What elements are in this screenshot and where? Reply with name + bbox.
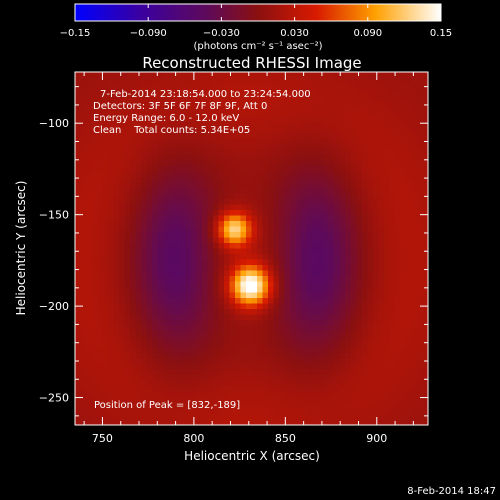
colorbar-tick-label: 0.090 [353, 28, 382, 39]
colorbar-units: (photons cm⁻² s⁻¹ asec⁻²) [193, 41, 322, 52]
annotation-energy-range: Energy Range: 6.0 - 12.0 keV [93, 113, 239, 124]
x-tick-label: 750 [92, 432, 113, 445]
x-tick-label: 800 [183, 432, 204, 445]
colorbar-tick-label: −0.030 [203, 28, 240, 39]
axis-ticks: 750 800 850 900 −100 −150 −200 −250 [39, 72, 428, 445]
y-tick-label: −250 [39, 392, 69, 405]
colorbar: −0.15 −0.090 −0.030 0.030 0.090 0.15 (photons… [60, 3, 452, 52]
y-tick-label: −100 [39, 117, 69, 130]
x-tick-label: 900 [366, 432, 387, 445]
y-axis-label: Heliocentric Y (arcsec) [14, 181, 28, 316]
annotation-block: 7-Feb-2014 23:18:54.000 to 23:24:54.000 … [93, 89, 311, 136]
x-tick-label: 850 [275, 432, 296, 445]
y-tick-label: −150 [39, 209, 69, 222]
colorbar-tick-label: 0.15 [430, 28, 452, 39]
plot-area: 750 800 850 900 −100 −150 −200 −250 7-Feb-2014 … [39, 71, 429, 445]
colorbar-ticks: −0.15 −0.090 −0.030 0.030 0.090 0.15 [60, 4, 452, 39]
peak-position-label: Position of Peak = [832,-189] [94, 400, 240, 411]
annotation-time-range: 7-Feb-2014 23:18:54.000 to 23:24:54.000 [100, 89, 311, 100]
x-axis-label: Heliocentric X (arcsec) [184, 449, 320, 463]
colorbar-bar [74, 3, 442, 22]
colorbar-tick-label: −0.15 [60, 28, 91, 39]
heatmap-image [75, 72, 428, 425]
annotation-clean-counts: Clean Total counts: 5.34E+05 [93, 125, 250, 136]
annotation-detectors: Detectors: 3F 5F 6F 7F 8F 9F, Att 0 [93, 101, 267, 112]
colorbar-tick-label: 0.030 [280, 28, 309, 39]
y-tick-label: −200 [39, 300, 69, 313]
plot-frame [74, 71, 429, 426]
footer-date: 8-Feb-2014 18:47 [407, 486, 496, 497]
chart-title: Reconstructed RHESSI Image [142, 54, 361, 72]
colorbar-tick-label: −0.090 [130, 28, 167, 39]
